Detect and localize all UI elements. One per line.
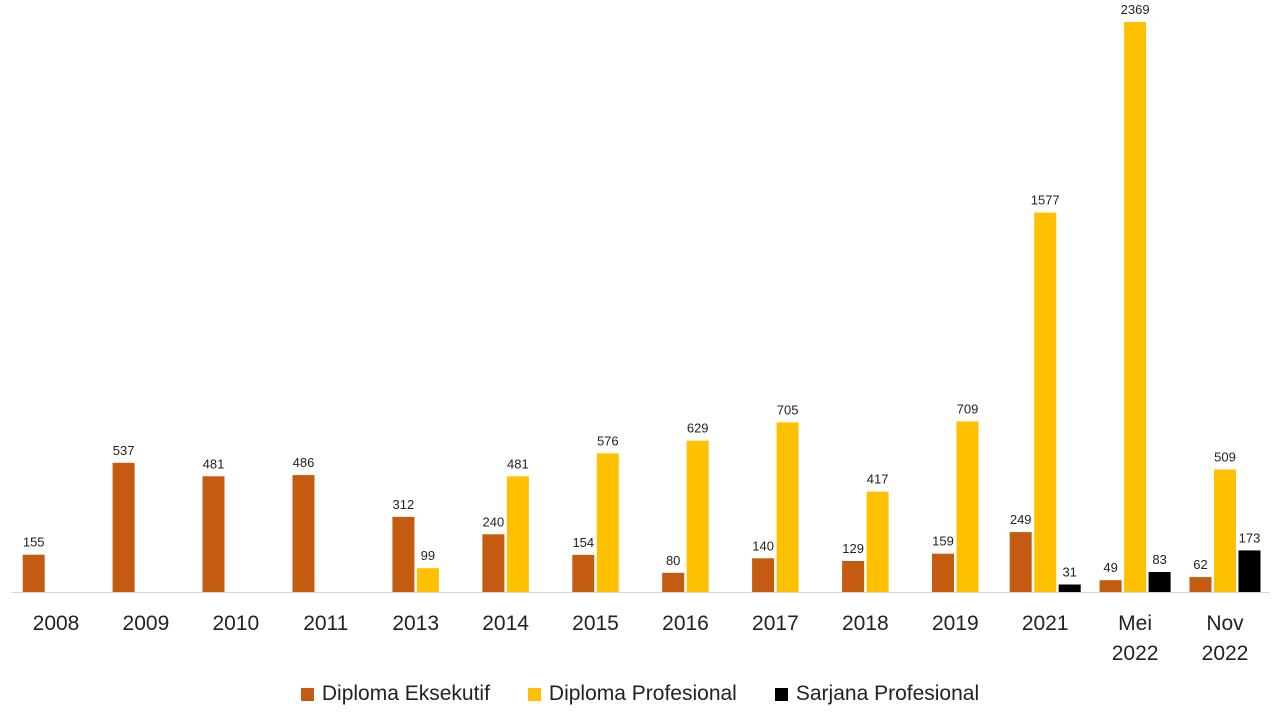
x-tick-label-line: 2022 (1202, 642, 1249, 665)
legend-item-diploma-profesional: Diploma Profesional (527, 682, 737, 706)
legend-label-sarjana-profesional: Sarjana Profesional (795, 682, 980, 705)
data-label-diploma-eksekutif-9: 129 (842, 541, 864, 556)
x-tick-label-4: 2013 (392, 612, 439, 635)
data-label-diploma-eksekutif-5: 240 (483, 514, 505, 529)
x-tick-label-1: 2009 (123, 612, 170, 635)
legend-swatch-diploma-profesional (527, 687, 541, 701)
legend-item-diploma-eksekutif: Diploma Eksekutif (300, 682, 490, 706)
x-tick-label-line: 2018 (842, 612, 889, 635)
x-tick-label-13: Nov 2022 (1202, 612, 1249, 665)
bar-diploma-eksekutif-2 (202, 476, 225, 592)
legend-swatch-sarjana-profesional (774, 687, 788, 701)
x-tick-label-line: 2015 (572, 612, 619, 635)
x-tick-label-line: 2014 (482, 612, 529, 635)
data-label-diploma-profesional-9: 417 (867, 472, 889, 487)
bar-diploma-profesional-4 (416, 568, 439, 592)
bar-diploma-profesional-8 (776, 422, 799, 592)
x-tick-label-12: Mei 2022 (1112, 612, 1159, 665)
data-label-diploma-profesional-10: 709 (957, 401, 979, 416)
bar-chart: 155 2008 537 2009 481 2010 486 2011 312 99 2013 240… (11, 2, 1270, 665)
bar-diploma-eksekutif-9 (842, 561, 865, 592)
data-label-sarjana-profesional-13: 173 (1239, 530, 1261, 545)
bar-diploma-profesional-7 (686, 440, 709, 592)
bar-diploma-profesional-13 (1214, 469, 1236, 592)
x-tick-label-7: 2016 (662, 612, 709, 635)
data-label-diploma-eksekutif-4: 312 (393, 497, 415, 512)
x-tick-label-10: 2019 (932, 612, 979, 635)
bar-diploma-eksekutif-6 (572, 554, 595, 592)
x-tick-label-line: 2021 (1022, 612, 1069, 635)
x-tick-label-line: 2017 (752, 612, 799, 635)
x-tick-label-8: 2017 (752, 612, 799, 635)
bar-diploma-eksekutif-12 (1099, 580, 1122, 592)
data-label-diploma-profesional-7: 629 (687, 421, 709, 436)
data-label-sarjana-profesional-11: 31 (1062, 565, 1076, 580)
bar-diploma-eksekutif-0 (22, 554, 45, 592)
x-tick-label-9: 2018 (842, 612, 889, 635)
bar-diploma-profesional-12 (1124, 22, 1147, 592)
x-tick-label-11: 2021 (1022, 612, 1069, 635)
bar-diploma-profesional-9 (866, 491, 889, 592)
data-label-diploma-eksekutif-6: 154 (572, 535, 594, 550)
x-tick-label-line: 2009 (123, 612, 170, 635)
x-tick-label-line: Nov (1206, 612, 1244, 635)
bar-diploma-eksekutif-7 (662, 572, 685, 592)
data-label-diploma-profesional-8: 705 (777, 402, 799, 417)
data-label-diploma-eksekutif-2: 481 (203, 456, 225, 471)
legend-item-sarjana-profesional: Sarjana Profesional (774, 682, 980, 706)
data-label-diploma-eksekutif-1: 537 (113, 443, 135, 458)
bar-sarjana-profesional-11 (1058, 584, 1081, 592)
data-label-sarjana-profesional-12: 83 (1152, 552, 1166, 567)
data-label-diploma-eksekutif-13: 62 (1193, 557, 1207, 572)
data-label-diploma-eksekutif-10: 159 (932, 534, 954, 549)
data-label-diploma-profesional-5: 481 (507, 456, 529, 471)
legend: Diploma Eksekutif Diploma Profesional Sa… (0, 680, 1280, 708)
data-label-diploma-profesional-11: 1577 (1031, 193, 1060, 208)
bar-diploma-eksekutif-8 (752, 558, 775, 592)
x-tick-label-line: 2011 (303, 612, 348, 635)
data-label-diploma-profesional-12: 2369 (1121, 2, 1150, 17)
x-tick-label-6: 2015 (572, 612, 619, 635)
data-label-diploma-eksekutif-11: 249 (1010, 512, 1032, 527)
x-tick-label-line: 2022 (1112, 642, 1159, 665)
data-label-diploma-eksekutif-8: 140 (752, 538, 774, 553)
bar-diploma-eksekutif-5 (482, 534, 505, 592)
x-tick-label-2: 2010 (212, 612, 259, 635)
x-tick-label-line: 2013 (392, 612, 439, 635)
bar-diploma-profesional-6 (596, 453, 619, 592)
data-label-diploma-profesional-13: 509 (1214, 450, 1236, 465)
data-label-diploma-eksekutif-7: 80 (666, 553, 680, 568)
data-label-diploma-eksekutif-0: 155 (23, 535, 45, 550)
bar-diploma-profesional-10 (956, 421, 979, 592)
data-label-diploma-profesional-6: 576 (597, 433, 619, 448)
bar-sarjana-profesional-12 (1148, 572, 1171, 592)
x-tick-label-line: 2010 (212, 612, 259, 635)
x-tick-label-line: 2016 (662, 612, 709, 635)
bar-diploma-profesional-11 (1034, 212, 1057, 592)
bar-diploma-eksekutif-3 (292, 475, 315, 592)
bar-sarjana-profesional-13 (1238, 550, 1261, 592)
bar-diploma-eksekutif-10 (932, 553, 954, 592)
data-label-diploma-eksekutif-12: 49 (1103, 560, 1117, 575)
bar-diploma-eksekutif-4 (392, 516, 415, 592)
legend-label-diploma-profesional: Diploma Profesional (548, 682, 737, 705)
x-tick-label-line: 2008 (33, 612, 80, 635)
x-tick-label-5: 2014 (482, 612, 529, 635)
bar-diploma-eksekutif-1 (112, 462, 135, 592)
bar-diploma-profesional-5 (506, 476, 529, 592)
x-tick-label-3: 2011 (303, 612, 348, 635)
data-label-diploma-eksekutif-3: 486 (293, 455, 315, 470)
x-tick-label-line: 2019 (932, 612, 979, 635)
x-tick-label-0: 2008 (33, 612, 80, 635)
x-tick-label-line: Mei (1118, 612, 1152, 635)
data-label-diploma-profesional-4: 99 (421, 548, 435, 563)
bar-diploma-eksekutif-11 (1009, 532, 1032, 592)
legend-label-diploma-eksekutif: Diploma Eksekutif (321, 682, 490, 705)
legend-swatch-diploma-eksekutif (300, 687, 314, 701)
bar-diploma-eksekutif-13 (1189, 577, 1212, 592)
